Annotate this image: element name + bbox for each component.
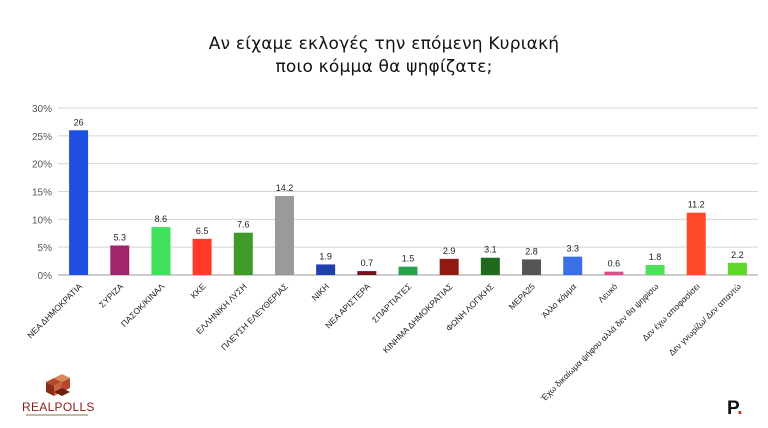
x-tick-label: Λευκό bbox=[596, 281, 620, 305]
bar bbox=[398, 266, 418, 275]
bar bbox=[192, 238, 212, 275]
bar bbox=[110, 245, 130, 275]
bar-value-label: 2.9 bbox=[443, 246, 456, 256]
x-tick-label: ΠΑΣΟΚ/ΚΙΝΑΛ bbox=[119, 281, 167, 329]
bar-value-label: 7.6 bbox=[237, 220, 250, 230]
bar-value-label: 8.6 bbox=[155, 214, 168, 224]
publisher-logo-dot: . bbox=[737, 398, 743, 419]
x-tick-label: ΣΥΡΙΖΑ bbox=[97, 281, 125, 309]
x-tick-label: ΝΙΚΗ bbox=[310, 281, 331, 302]
y-tick-label: 30% bbox=[32, 104, 52, 115]
x-tick-label: ΝΕΑ ΔΗΜΟΚΡΑΤΙΑ bbox=[25, 281, 84, 340]
bar bbox=[480, 257, 500, 275]
bar-value-label: 26 bbox=[74, 117, 84, 127]
bar-value-label: 3.1 bbox=[484, 245, 497, 255]
bar-value-label: 5.3 bbox=[114, 232, 127, 242]
x-tick-label: ΜΕΡΑ25 bbox=[507, 281, 538, 312]
bar-value-label: 3.3 bbox=[566, 244, 579, 254]
y-tick-label: 25% bbox=[32, 132, 52, 143]
bar bbox=[563, 256, 583, 275]
bar bbox=[151, 227, 171, 275]
bar bbox=[274, 195, 294, 275]
x-tick-label: Δεν γνωρίζω/ Δεν απαντώ bbox=[667, 281, 743, 357]
bar bbox=[645, 264, 665, 275]
bar-value-label: 0.6 bbox=[608, 259, 621, 269]
x-tick-label: ΠΛΕΥΣΗ ΕΛΕΥΘΕΡΙΑΣ bbox=[219, 281, 290, 352]
y-tick-label: 20% bbox=[32, 160, 52, 171]
x-tick-label: Άλλο κόμμα bbox=[539, 281, 578, 320]
x-tick-label: ΚΙΝΗΜΑ ΔΗΜΟΚΡΑΤΙΑΣ bbox=[381, 281, 455, 355]
bar bbox=[522, 259, 542, 275]
bar-value-label: 2.2 bbox=[731, 250, 744, 260]
bar-value-label: 1.9 bbox=[319, 251, 332, 261]
chart-title-line-1: Αν είχαμε εκλογές την επόμενη Κυριακή bbox=[208, 34, 560, 54]
y-tick-label: 5% bbox=[38, 243, 53, 254]
x-tick-label: ΚΚΕ bbox=[188, 281, 207, 300]
y-axis-ticks: 0% 5% 10% 15% 20% 25% 30% bbox=[32, 104, 52, 282]
realpolls-underline bbox=[26, 414, 88, 416]
bar-value-label: 0.7 bbox=[361, 258, 374, 268]
bar-value-label: 6.5 bbox=[196, 226, 209, 236]
publisher-logo: P. bbox=[727, 398, 743, 420]
y-tick-label: 0% bbox=[38, 271, 53, 282]
bar bbox=[69, 130, 89, 275]
realpolls-wordmark: REALPOLLS bbox=[22, 400, 95, 414]
x-tick-label: ΣΠΑΡΤΙΑΤΕΣ bbox=[370, 281, 413, 324]
bar bbox=[233, 232, 253, 275]
bar bbox=[439, 258, 459, 275]
realpolls-logo-icon bbox=[46, 374, 70, 396]
bar-value-label: 11.2 bbox=[688, 200, 705, 210]
bar bbox=[604, 271, 624, 275]
bar-value-label: 2.8 bbox=[525, 246, 538, 256]
y-tick-label: 15% bbox=[32, 188, 52, 199]
value-labels: 26 5.3 8.6 6.5 7.6 14.2 1.9 0.7 1.5 2.9 3.1 2.8 3.3 0… bbox=[74, 117, 744, 268]
bar-value-label: 14.2 bbox=[276, 183, 294, 193]
bar bbox=[727, 262, 747, 275]
bar-value-label: 1.8 bbox=[649, 252, 662, 262]
bar bbox=[686, 212, 706, 275]
publisher-logo-letter: P bbox=[727, 398, 738, 419]
bar bbox=[316, 264, 336, 275]
chart-bars bbox=[69, 130, 747, 275]
y-tick-label: 10% bbox=[32, 215, 52, 226]
chart-title-line-2: ποιο κόμμα θα ψηφίζατε; bbox=[275, 57, 493, 77]
bar-value-label: 1.5 bbox=[402, 254, 415, 264]
bar bbox=[357, 271, 377, 275]
chart-gridlines bbox=[58, 107, 758, 276]
